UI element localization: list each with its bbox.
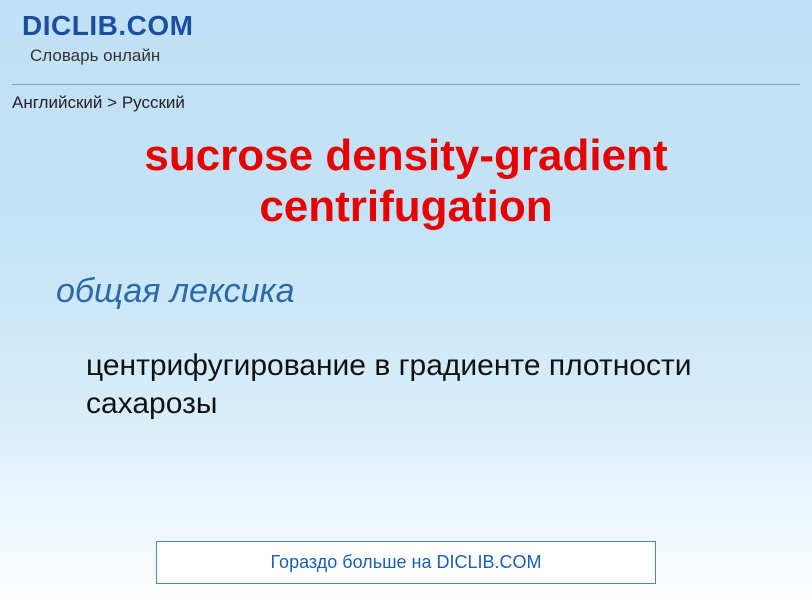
breadcrumb-to[interactable]: Русский: [122, 93, 185, 112]
breadcrumb-separator: >: [107, 93, 117, 112]
site-brand[interactable]: DICLIB.COM: [22, 10, 800, 42]
entry-headline: sucrose density-gradient centrifugation: [42, 131, 770, 232]
promo-box[interactable]: Гораздо больше на DICLIB.COM: [156, 541, 656, 584]
page-container: DICLIB.COM Словарь онлайн Английский > Р…: [0, 0, 812, 422]
header-divider: [12, 84, 800, 85]
entry-definition: центрифугирование в градиенте плотности …: [86, 347, 740, 422]
promo-link[interactable]: Гораздо больше на DICLIB.COM: [271, 552, 542, 572]
breadcrumb: Английский > Русский: [12, 93, 800, 113]
breadcrumb-from[interactable]: Английский: [12, 93, 102, 112]
site-tagline: Словарь онлайн: [30, 46, 800, 66]
entry-category: общая лексика: [56, 272, 800, 311]
